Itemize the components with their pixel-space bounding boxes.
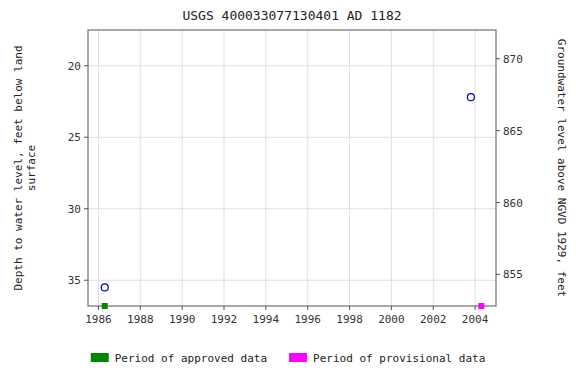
grid-line <box>88 280 496 281</box>
grid-line <box>140 30 141 306</box>
y2-tick-label: 855 <box>503 268 523 281</box>
y-axis-label: Depth to water level, feet below landsur… <box>12 45 38 290</box>
x-tick <box>307 306 308 310</box>
y-tick <box>84 208 88 209</box>
grid-line <box>265 30 266 306</box>
legend-label: Period of approved data <box>115 352 267 365</box>
x-tick-label: 2002 <box>420 313 447 326</box>
y-tick-label: 30 <box>68 203 81 216</box>
y2-tick <box>496 274 500 275</box>
x-tick-label: 1998 <box>336 313 363 326</box>
legend-item: Period of approved data <box>91 352 267 365</box>
grid-line <box>88 208 496 209</box>
x-tick-label: 2004 <box>462 313 489 326</box>
y-axis-label-line: Depth to water level, feet below land <box>12 45 25 290</box>
x-tick <box>475 306 476 310</box>
y-tick-label: 20 <box>68 60 81 73</box>
grid-line <box>224 30 225 306</box>
point <box>467 94 474 101</box>
y2-tick-label: 870 <box>503 53 523 66</box>
x-tick-label: 1990 <box>169 313 196 326</box>
grid-line <box>88 137 496 138</box>
y-tick <box>84 137 88 138</box>
grid-line <box>88 65 496 66</box>
x-tick <box>349 306 350 310</box>
y2-tick <box>496 58 500 59</box>
grid-line <box>349 30 350 306</box>
plot-frame <box>88 30 496 306</box>
y-axis-label-line: surface <box>25 145 38 191</box>
x-tick-label: 1996 <box>294 313 321 326</box>
legend-item: Period of provisional data <box>289 352 485 365</box>
y2-axis-label: Groundwater level above NGVD 1929, feet <box>555 39 568 297</box>
x-tick <box>265 306 266 310</box>
legend-swatch <box>289 353 307 362</box>
grid-line <box>98 30 99 306</box>
edge-markers <box>102 303 485 309</box>
chart: 1986 1988 1990 1992 1994 1996 1998 2000 2002 2004… <box>0 0 576 384</box>
x-tick-label: 1986 <box>85 313 112 326</box>
grid-line <box>433 30 434 306</box>
x-tick <box>391 306 392 310</box>
grid-line <box>391 30 392 306</box>
x-tick <box>98 306 99 310</box>
x-tick-label: 2000 <box>378 313 405 326</box>
y-tick <box>84 280 88 281</box>
legend: Period of approved data Period of provisi… <box>91 352 486 365</box>
y-tick <box>84 65 88 66</box>
y2-tick <box>496 130 500 131</box>
legend-label: Period of provisional data <box>313 352 485 365</box>
x-tick <box>182 306 183 310</box>
period-square <box>102 303 108 309</box>
grid-line <box>182 30 183 306</box>
y-tick-label: 35 <box>68 274 81 287</box>
axes: 1986 1988 1990 1992 1994 1996 1998 2000 2002 2004… <box>68 53 523 326</box>
x-tick <box>224 306 225 310</box>
period-square <box>478 303 484 309</box>
grid-line <box>307 30 308 306</box>
x-tick-label: 1988 <box>127 313 154 326</box>
x-tick-label: 1994 <box>253 313 280 326</box>
grid-line <box>475 30 476 306</box>
y2-tick-label: 860 <box>503 197 523 210</box>
y-tick-label: 25 <box>68 131 81 144</box>
data <box>101 94 474 291</box>
y2-tick-label: 865 <box>503 125 523 138</box>
title: USGS 400033077130401 AD 1182 <box>182 8 401 23</box>
x-tick-label: 1992 <box>211 313 238 326</box>
point <box>101 284 108 291</box>
legend-swatch <box>91 353 109 362</box>
grid <box>88 30 496 306</box>
y2-tick <box>496 202 500 203</box>
x-tick <box>140 306 141 310</box>
x-tick <box>433 306 434 310</box>
